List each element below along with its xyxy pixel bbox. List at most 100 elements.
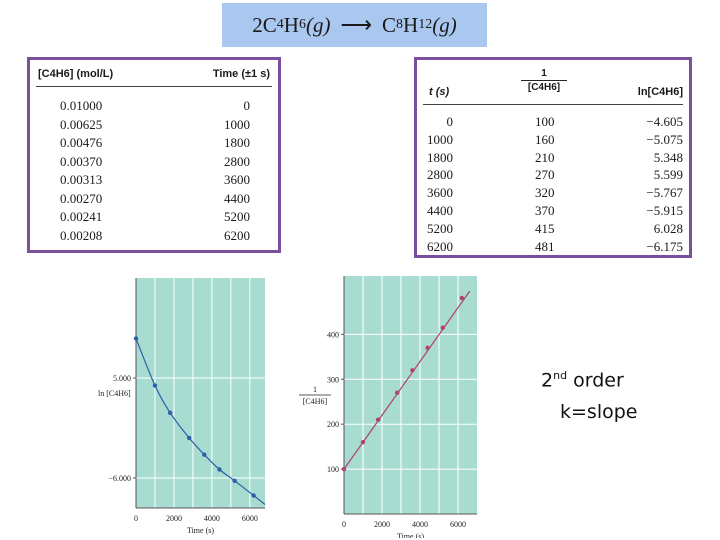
conc-cell: 0.00625: [60, 116, 103, 132]
order-word: order: [567, 369, 624, 392]
time-cell: 6200: [224, 227, 250, 243]
x-tick-label: 2000: [374, 520, 390, 529]
reaction-equation: 2 C 4 H 6 (g) ⟶ C 8 H 12 (g): [222, 3, 487, 47]
time-cell: 2800: [224, 153, 250, 169]
table2-body: 0 100 −4.605 1000 160 −5.075 1800 210 5.348 2800 2…: [417, 114, 689, 256]
conc-cell: 0.00208: [60, 227, 103, 243]
y-axis-label-num: 1: [313, 385, 317, 394]
time-cell: 3600: [224, 172, 250, 187]
table-row: 6200 481 −6.175: [417, 239, 689, 257]
inverse-cell: 100: [535, 114, 555, 129]
table-row: 3600 320 −5.767: [417, 185, 689, 203]
inverse-cell: 481: [535, 238, 555, 254]
inverse-cell: 210: [535, 149, 555, 165]
table-row: 4400 370 −5.915: [417, 203, 689, 221]
data-point: [186, 435, 192, 441]
inverse-concentration-plot: 0 2000 4000 6000 100 200 300 400 Time (s) 1 [C4H6]: [299, 276, 477, 538]
inverse-cell: 415: [535, 220, 555, 236]
x-tick-label: 2000: [166, 514, 182, 523]
x-tick-label: 6000: [242, 514, 258, 523]
data-point: [133, 336, 139, 341]
table-row: 0.00208 6200: [30, 228, 278, 247]
plot-area: [136, 278, 265, 508]
time-cell: 1000: [427, 131, 453, 147]
time-cell: 3600: [427, 185, 453, 201]
table2-header: t (s) 1 [C4H6] ln[C4H6]: [417, 66, 689, 102]
y-axis-label-den: [C4H6]: [303, 397, 328, 406]
x-tick-label: 0: [342, 520, 346, 529]
time-cell: 0: [243, 98, 251, 113]
y-tick-label: 100: [327, 465, 339, 474]
conc-cell: 0.00370: [60, 153, 103, 169]
ln-cell: 5.348: [653, 149, 683, 165]
table-row: 0.00270 4400: [30, 191, 278, 210]
slope-note: k=slope: [560, 401, 638, 423]
ln-cell: 5.599: [653, 167, 683, 183]
product-phase: (g): [432, 12, 457, 37]
plot-area: [344, 276, 477, 514]
time-cell: 4400: [224, 190, 250, 206]
data-point: [376, 417, 381, 422]
data-point: [410, 368, 415, 373]
table-row: 1000 160 −5.075: [417, 132, 689, 150]
product-h: H: [403, 12, 419, 37]
table-row: 5200 415 6.028: [417, 221, 689, 239]
data-point: [459, 295, 464, 301]
reactant-sub-h: 6: [298, 17, 306, 32]
time-cell: 1000: [224, 116, 250, 132]
y-tick-label: 5.000: [113, 374, 131, 383]
y-axis-label: ln [C4H6]: [98, 389, 131, 398]
y-tick-label: −6.000: [108, 474, 131, 483]
ln-cell: −4.605: [646, 114, 683, 129]
table1-body: 0.01000 0 0.00625 1000 0.00476 1800 0.00370 280…: [30, 98, 278, 246]
data-point: [152, 383, 158, 388]
table-row: 0.01000 0: [30, 98, 278, 117]
data-point: [395, 390, 400, 395]
product-sub-c: 8: [396, 17, 404, 32]
time-cell: 4400: [427, 202, 453, 218]
reactant-h: H: [283, 12, 299, 37]
table-row: 0.00313 3600: [30, 172, 278, 191]
x-tick-label: 0: [134, 514, 138, 523]
data-point: [202, 452, 207, 457]
reactant-coefficient: 2: [252, 12, 263, 37]
table-row: 0 100 −4.605: [417, 114, 689, 132]
concentration-time-table: [C4H6] (mol/L) Time (±1 s) 0.01000 0 0.006…: [27, 57, 281, 253]
conc-cell: 0.00476: [60, 135, 103, 150]
data-point: [341, 466, 347, 472]
table-row: 0.00625 1000: [30, 117, 278, 136]
table2-inverse-num: 1: [521, 68, 567, 81]
table1-conc-header: [C4H6] (mol/L): [38, 68, 114, 80]
table-row: 0.00476 1800: [30, 135, 278, 154]
order-number: 2: [541, 369, 554, 392]
inverse-cell: 160: [535, 131, 555, 147]
table2-header-rule: [423, 104, 683, 105]
inverse-cell: 320: [535, 185, 555, 201]
y-tick-label: 400: [327, 330, 339, 339]
time-cell: 0: [446, 114, 454, 129]
conc-cell: 0.01000: [60, 98, 103, 113]
table-row: 0.00241 5200: [30, 209, 278, 228]
reactant-phase: (g): [305, 12, 331, 37]
product-c: C: [382, 12, 397, 37]
y-tick-label: 300: [327, 375, 339, 384]
data-point: [440, 325, 445, 330]
time-cell: 5200: [427, 220, 453, 236]
ln-cell: −6.175: [646, 238, 683, 254]
y-tick-label: 200: [327, 420, 339, 429]
derived-values-table: t (s) 1 [C4H6] ln[C4H6] 0 100 −4.605 1000 16…: [414, 57, 692, 258]
x-tick-label: 4000: [204, 514, 220, 523]
table2-inverse-header: 1 [C4H6]: [521, 68, 567, 93]
inverse-cell: 270: [535, 167, 555, 183]
ln-cell: −5.767: [646, 185, 683, 201]
table1-header-rule: [36, 86, 272, 87]
x-tick-label: 4000: [412, 520, 428, 529]
data-point: [232, 478, 237, 483]
reaction-arrow: ⟶: [340, 12, 373, 37]
x-axis-label: Time (s): [187, 526, 214, 535]
table-row: 2800 270 5.599: [417, 167, 689, 185]
time-cell: 1800: [224, 135, 250, 150]
reactant-sub-c: 4: [276, 17, 284, 32]
ln-cell: 6.028: [653, 220, 683, 236]
data-point: [217, 467, 222, 472]
